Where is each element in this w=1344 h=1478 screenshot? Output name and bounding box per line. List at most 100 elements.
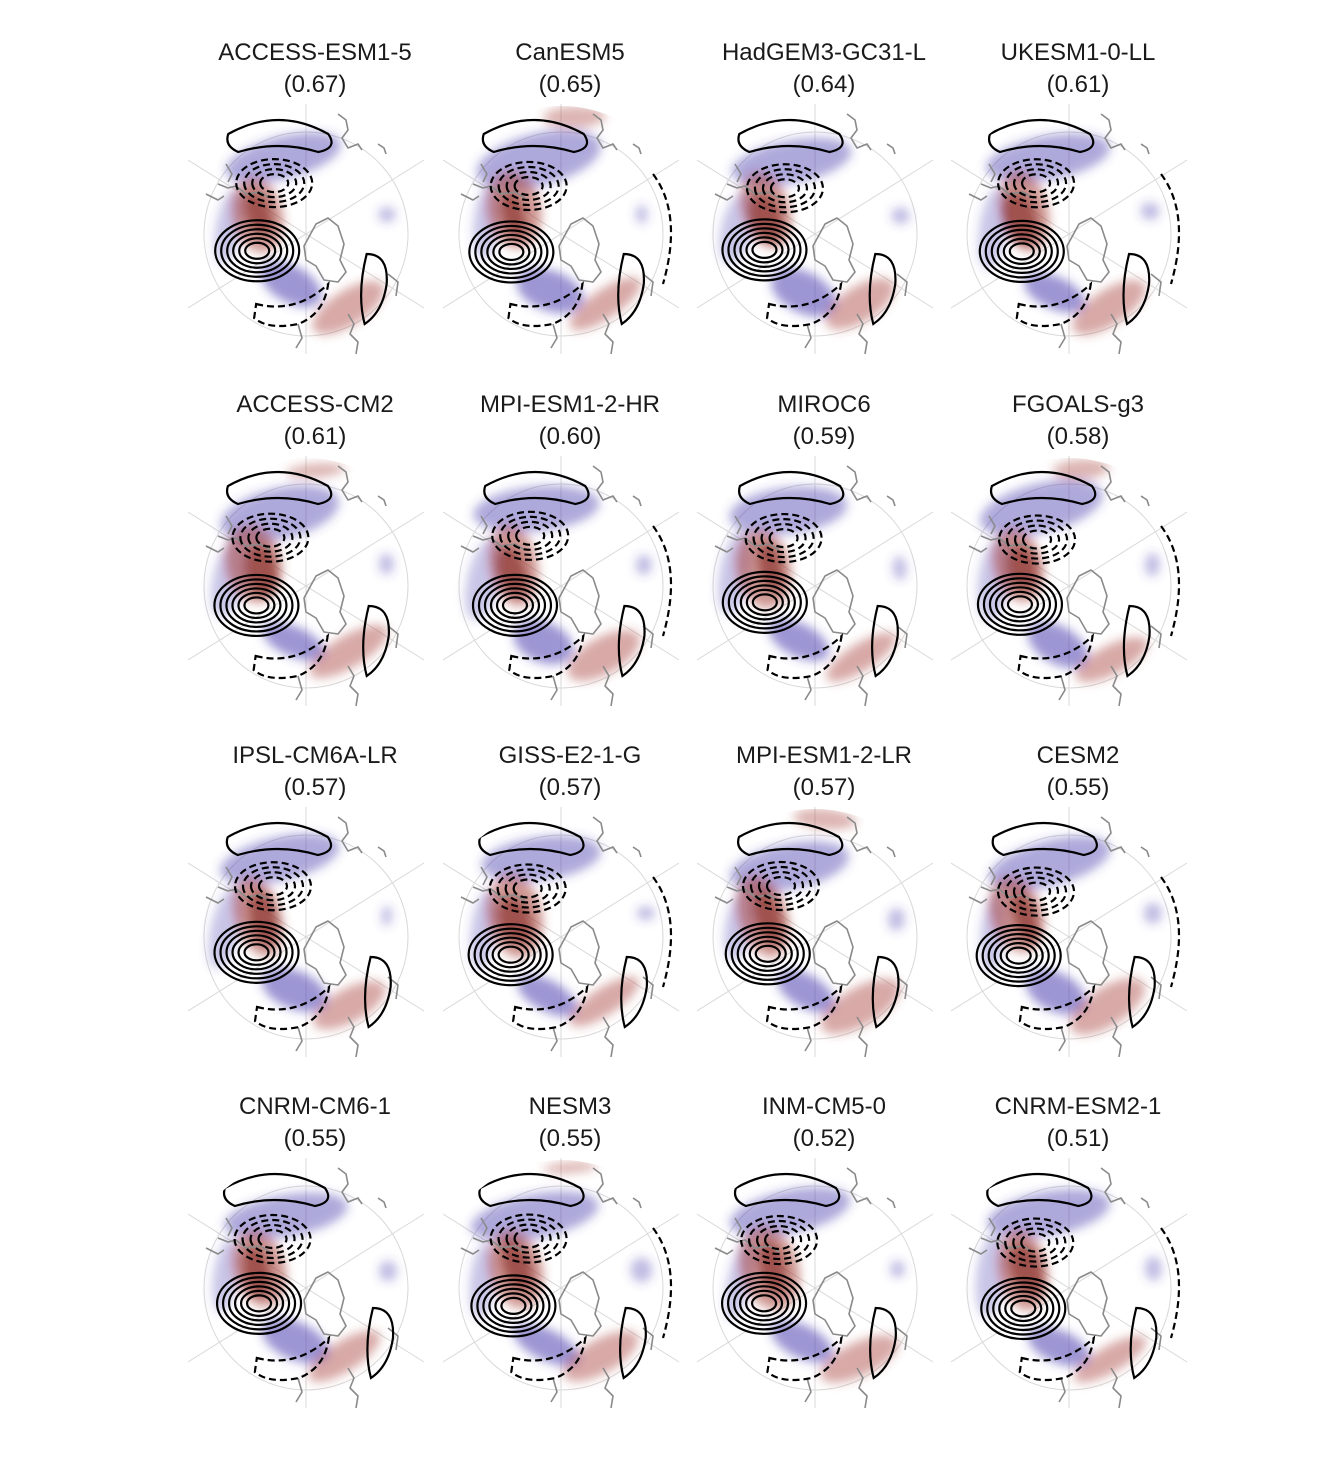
negative-contour	[1012, 876, 1060, 907]
positive-contour	[726, 1276, 802, 1331]
pattern-correlation: (0.57)	[283, 774, 347, 801]
positive-contour	[992, 1285, 1055, 1332]
negative-contour	[1004, 1222, 1067, 1263]
positive-contour	[481, 119, 589, 154]
model-name-text: UKESM1-0-LL	[1000, 39, 1156, 66]
negative-contour	[996, 1217, 1075, 1268]
positive-contour	[986, 1173, 1093, 1208]
positive-contour	[991, 822, 1098, 857]
negative-anomaly	[225, 132, 341, 184]
coastlines	[714, 1167, 908, 1408]
positive-contour	[497, 945, 524, 964]
negative-contour	[744, 512, 823, 564]
positive-contour	[993, 937, 1044, 974]
polar-stereographic-map	[188, 807, 425, 1057]
positive-contour	[480, 229, 543, 275]
negative-anomaly	[1027, 621, 1088, 668]
negative-contour	[504, 873, 551, 904]
model-panel: UKESM1-0-LL (0.61)	[951, 0, 1205, 354]
negative-anomaly	[1143, 902, 1163, 925]
negative-contour	[764, 1229, 795, 1251]
model-name: MPI-ESM1-2-HR	[443, 390, 697, 422]
positive-contour	[486, 233, 537, 270]
negative-anomaly	[381, 905, 393, 927]
coastlines	[205, 465, 399, 706]
model-panel: IPSL-CM6A-LR (0.57)	[188, 703, 442, 1057]
positive-contour	[987, 933, 1050, 979]
negative-contour	[1020, 1232, 1051, 1253]
positive-contour	[360, 252, 388, 326]
anomaly-shading	[975, 1188, 1162, 1383]
negative-contour	[1004, 163, 1068, 204]
positive-contour	[727, 575, 802, 630]
negative-contour	[1018, 1335, 1096, 1382]
positive-contour	[620, 955, 649, 1029]
positive-contour	[479, 932, 542, 978]
polar-stereographic-map	[443, 456, 680, 706]
positive-contour	[220, 223, 295, 278]
model-name: FGOALS-g3	[951, 390, 1205, 422]
model-panel: INM-CM5-0 (0.52)	[697, 1054, 951, 1408]
pattern-correlation: (0.59)	[792, 423, 856, 450]
positive-contour	[1006, 595, 1034, 614]
negative-anomaly	[378, 1260, 397, 1282]
negative-anomaly	[220, 833, 340, 885]
positive-contour	[363, 955, 392, 1029]
positive-contour	[476, 1278, 551, 1333]
positive-contour	[226, 228, 289, 274]
negative-contour	[997, 514, 1077, 565]
positive-anomaly	[286, 463, 346, 479]
negative-contour	[235, 158, 314, 209]
negative-contour	[253, 1335, 331, 1382]
negative-contour	[766, 1335, 843, 1382]
negative-contour	[753, 168, 817, 209]
contour-lines	[213, 822, 392, 1031]
positive-anomaly	[820, 978, 901, 1034]
positive-contour	[478, 1173, 585, 1208]
negative-contour	[1160, 876, 1181, 988]
positive-contour	[748, 940, 787, 968]
positive-contour	[720, 1271, 808, 1335]
positive-contour	[491, 941, 530, 969]
pattern-correlation: (0.57)	[792, 774, 856, 801]
negative-anomaly	[481, 835, 601, 882]
negative-contour	[1160, 173, 1181, 285]
negative-contour	[249, 1223, 296, 1255]
negative-anomaly	[887, 907, 905, 931]
positive-contour	[225, 929, 288, 975]
positive-contour	[225, 582, 288, 628]
positive-contour	[244, 241, 271, 260]
negative-contour	[251, 168, 298, 199]
negative-anomaly	[729, 486, 848, 535]
model-name-text: ACCESS-ESM1-5	[218, 39, 412, 66]
positive-contour	[1004, 1294, 1043, 1323]
positive-contour	[751, 593, 778, 612]
positive-anomaly	[1072, 279, 1146, 335]
model-name-text: FGOALS-g3	[1011, 391, 1145, 418]
coastlines	[714, 113, 908, 354]
negative-contour	[1021, 529, 1053, 550]
model-panel: CNRM-ESM2-1 (0.51)	[951, 1054, 1205, 1408]
negative-contour	[491, 510, 570, 561]
polar-stereographic-map	[188, 1158, 425, 1408]
polar-stereographic-map	[443, 104, 680, 354]
negative-contour	[768, 527, 799, 549]
negative-contour	[765, 875, 797, 897]
positive-anomaly	[1073, 1335, 1147, 1383]
model-panel: FGOALS-g3 (0.58)	[951, 352, 1205, 706]
negative-contour	[488, 863, 567, 914]
negative-contour	[511, 984, 589, 1031]
positive-contour	[222, 1173, 330, 1208]
negative-contour	[239, 517, 302, 558]
polar-stereographic-map	[188, 456, 425, 706]
pattern-correlation: (0.67)	[283, 71, 347, 98]
positive-anomaly	[826, 632, 896, 682]
pattern-correlation: (0.65)	[538, 71, 602, 98]
negative-contour	[510, 1335, 587, 1382]
positive-anomaly	[1075, 637, 1148, 683]
positive-contour	[1010, 1299, 1037, 1318]
positive-contour	[982, 577, 1058, 632]
negative-contour	[233, 861, 313, 912]
positive-contour	[742, 935, 793, 972]
